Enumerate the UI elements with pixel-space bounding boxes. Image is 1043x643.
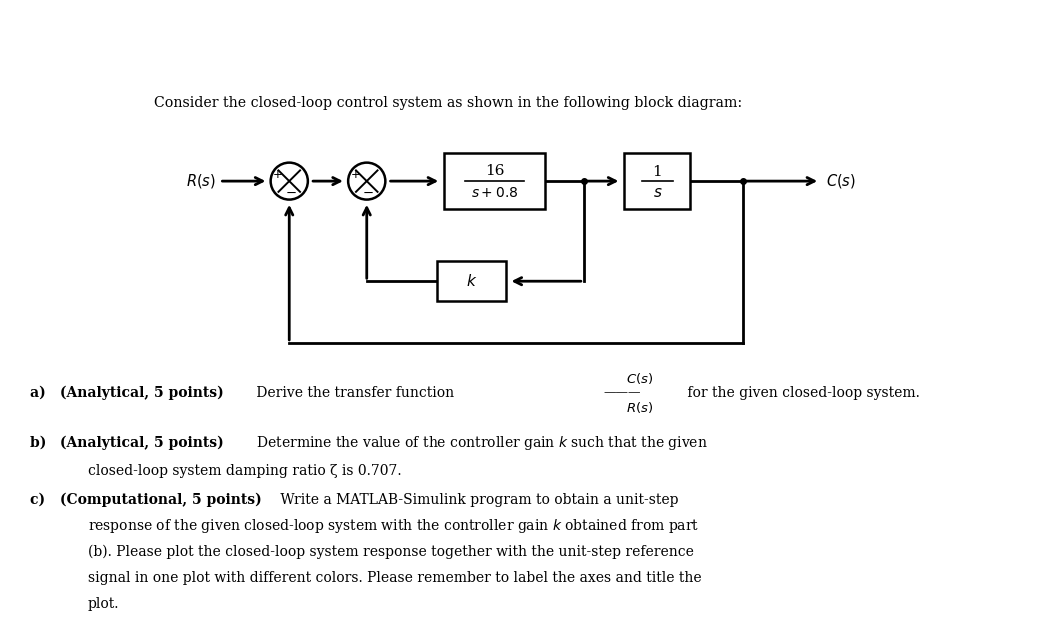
- Text: for the given closed-loop system.: for the given closed-loop system.: [683, 386, 920, 400]
- Text: +: +: [350, 168, 360, 181]
- Text: $C(s)$: $C(s)$: [826, 172, 855, 190]
- Text: c): c): [30, 493, 57, 507]
- Text: a): a): [30, 386, 57, 400]
- Text: Write a MATLAB-Simulink program to obtain a unit-step: Write a MATLAB-Simulink program to obtai…: [276, 493, 679, 507]
- Text: −: −: [286, 186, 296, 199]
- Text: closed-loop system damping ratio ζ is 0.707.: closed-loop system damping ratio ζ is 0.…: [88, 464, 402, 478]
- Text: 16: 16: [485, 164, 505, 178]
- Text: (Analytical, 5 points): (Analytical, 5 points): [60, 436, 224, 450]
- Bar: [444, 154, 545, 209]
- Text: −: −: [363, 186, 374, 199]
- Text: response of the given closed-loop system with the controller gain $k$ obtained f: response of the given closed-loop system…: [88, 517, 699, 535]
- Text: (b). Please plot the closed-loop system response together with the unit-step ref: (b). Please plot the closed-loop system …: [88, 545, 694, 559]
- Text: Derive the transfer function: Derive the transfer function: [252, 386, 454, 400]
- Text: $C(s)$: $C(s)$: [627, 372, 654, 386]
- Text: $R(s)$: $R(s)$: [186, 172, 216, 190]
- Text: Consider the closed-loop control system as shown in the following block diagram:: Consider the closed-loop control system …: [153, 96, 742, 109]
- Bar: [437, 261, 506, 301]
- Text: signal in one plot with different colors. Please remember to label the axes and : signal in one plot with different colors…: [88, 571, 702, 585]
- Text: ———: ———: [604, 386, 641, 399]
- Bar: [625, 154, 690, 209]
- Text: $k$: $k$: [466, 273, 477, 289]
- Text: $s + 0.8$: $s + 0.8$: [471, 186, 518, 201]
- Text: $s$: $s$: [653, 186, 662, 200]
- Text: +: +: [273, 168, 283, 181]
- Text: Determine the value of the controller gain $k$ such that the given: Determine the value of the controller ga…: [252, 434, 708, 452]
- Text: $R(s)$: $R(s)$: [627, 400, 654, 415]
- Text: plot.: plot.: [88, 597, 120, 611]
- Text: (Analytical, 5 points): (Analytical, 5 points): [60, 386, 224, 400]
- Text: (Computational, 5 points): (Computational, 5 points): [60, 493, 262, 507]
- Circle shape: [348, 163, 385, 199]
- Circle shape: [270, 163, 308, 199]
- Text: 1: 1: [653, 165, 662, 179]
- Text: b): b): [30, 436, 58, 450]
